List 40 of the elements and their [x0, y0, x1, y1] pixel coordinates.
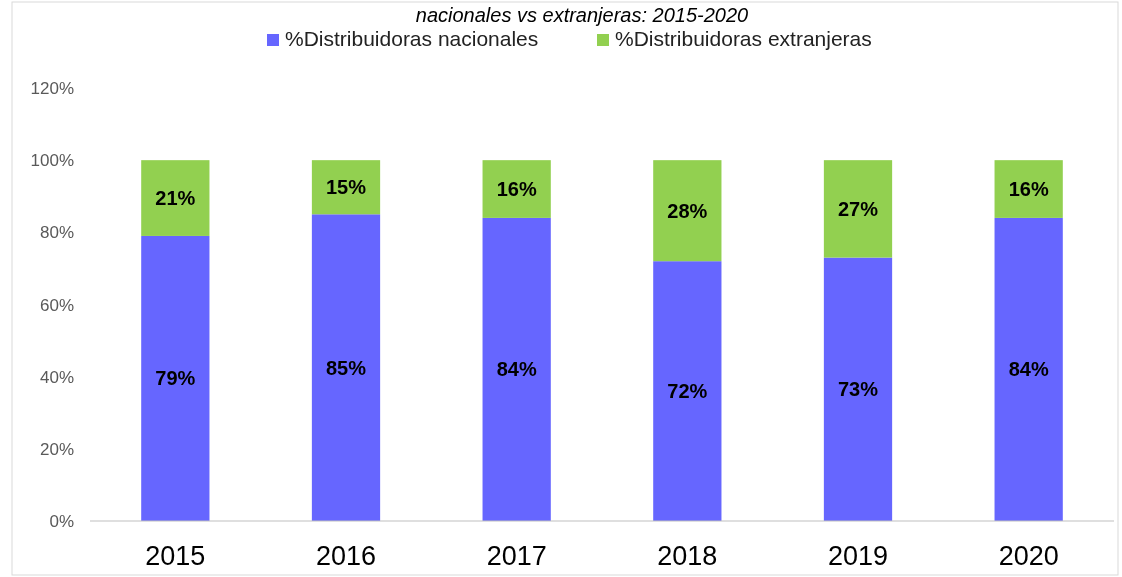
- bar: [653, 160, 722, 262]
- data-label: 16%: [1008, 178, 1049, 201]
- x-tick-label: 2015: [145, 541, 206, 571]
- chart-title: nacionales vs extranjeras: 2015-2020: [415, 4, 749, 26]
- x-tick-label: 2017: [486, 541, 547, 571]
- data-label: 16%: [496, 178, 537, 201]
- x-tick-label: 2019: [827, 541, 889, 571]
- bar: [823, 160, 893, 258]
- x-tick-label: 2020: [998, 541, 1059, 571]
- bar: [141, 160, 210, 236]
- data-label: 27%: [837, 197, 879, 220]
- legend-label: %Distribuidoras extranjeras: [615, 27, 872, 50]
- bar: [823, 257, 893, 521]
- data-label: 15%: [325, 176, 367, 199]
- legend-label: %Distribuidoras nacionales: [285, 27, 539, 50]
- data-label: 84%: [1008, 358, 1049, 381]
- y-tick-label: 120%: [30, 79, 74, 98]
- data-label: 79%: [155, 367, 196, 390]
- data-label: 21%: [155, 187, 196, 210]
- y-tick-label: 100%: [30, 151, 74, 171]
- bar: [482, 217, 551, 521]
- bar: [994, 160, 1063, 218]
- y-tick-label: 80%: [39, 223, 74, 243]
- data-label: 85%: [325, 356, 367, 379]
- bar: [311, 214, 381, 521]
- bar: [141, 235, 210, 521]
- bar: [311, 160, 381, 215]
- data-label: 73%: [837, 378, 879, 401]
- bar: [653, 261, 722, 521]
- data-label: 84%: [496, 358, 537, 381]
- data-label: 72%: [667, 380, 708, 403]
- y-tick-label: 20%: [39, 439, 74, 459]
- y-tick-label: 40%: [39, 367, 74, 387]
- y-tick-label: 60%: [39, 295, 74, 315]
- data-label: 28%: [667, 199, 708, 222]
- bar: [994, 217, 1063, 521]
- y-tick-label: 0%: [49, 512, 74, 531]
- bar: [482, 160, 551, 218]
- x-tick-label: 2016: [315, 541, 377, 571]
- x-tick-label: 2018: [657, 541, 718, 571]
